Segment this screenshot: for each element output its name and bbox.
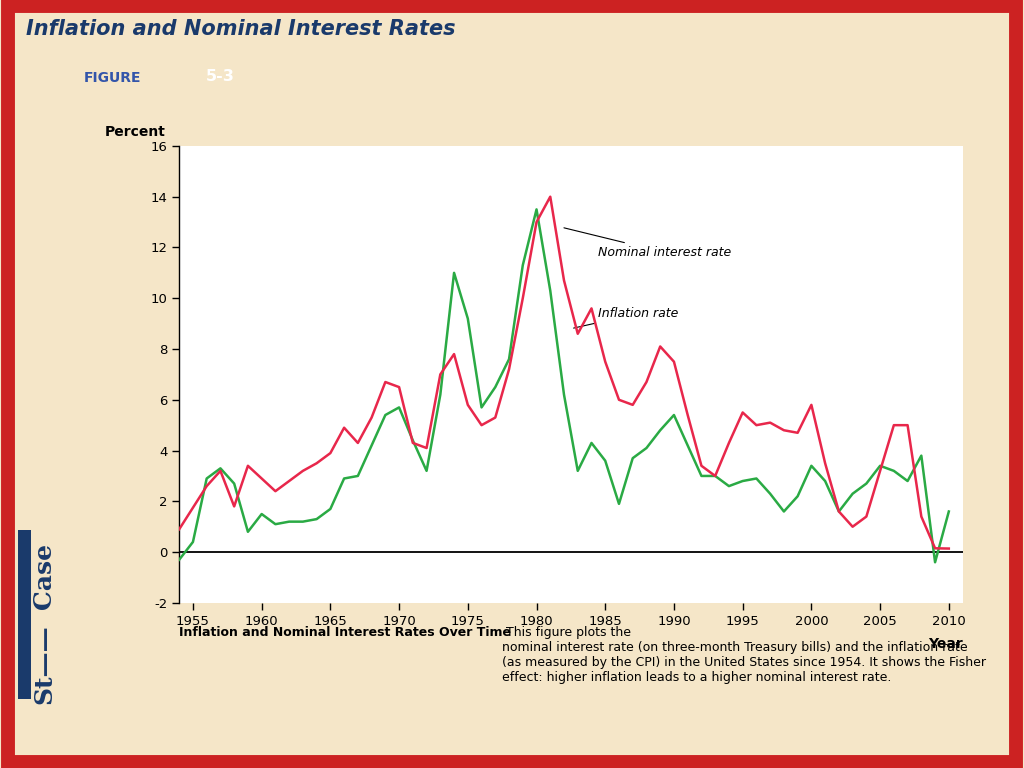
Text: Year: Year	[928, 637, 963, 651]
Text: St——: St——	[32, 624, 56, 704]
Text: 5-3: 5-3	[206, 69, 236, 84]
Text: Inflation and Nominal Interest Rates: Inflation and Nominal Interest Rates	[26, 19, 455, 39]
Text: This figure plots the
nominal interest rate (on three-month Treasury bills) and : This figure plots the nominal interest r…	[502, 626, 986, 684]
Text: Inflation rate: Inflation rate	[573, 307, 679, 328]
Text: Inflation and Nominal Interest Rates Over Time: Inflation and Nominal Interest Rates Ove…	[179, 626, 511, 639]
Text: Percent: Percent	[104, 125, 166, 139]
Text: Case: Case	[32, 543, 56, 609]
Text: Nominal interest rate: Nominal interest rate	[564, 228, 731, 259]
Text: FIGURE: FIGURE	[84, 71, 141, 84]
